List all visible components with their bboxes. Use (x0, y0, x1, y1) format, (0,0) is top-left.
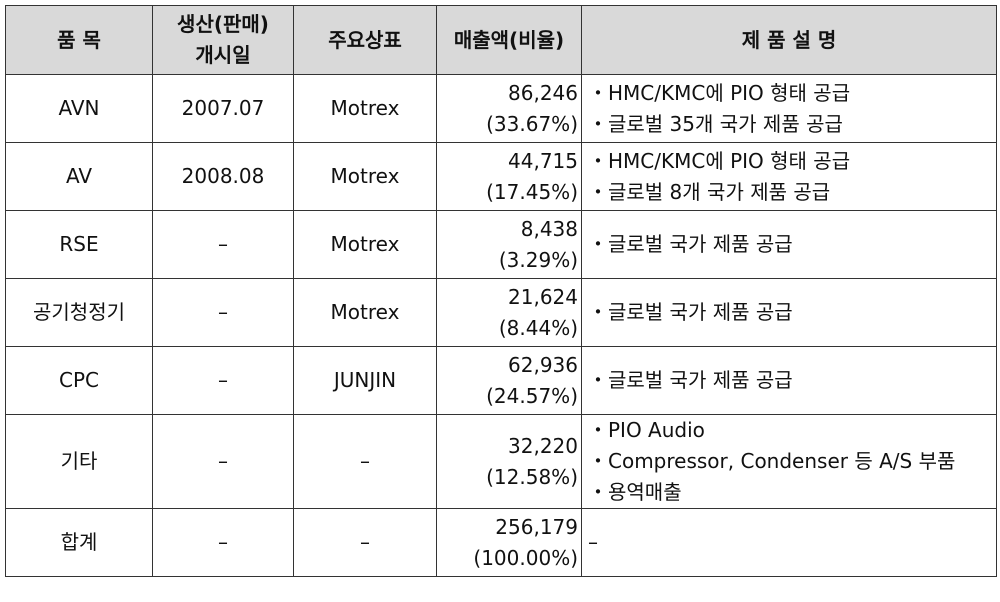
cell-description: 글로벌 국가 제품 공급 (581, 210, 997, 279)
cell-item: 기타 (5, 414, 153, 509)
header-description: 제 품 설 명 (581, 5, 997, 75)
cell-brand: Motrex (293, 210, 437, 279)
sales-amount: 21,624 (508, 284, 578, 309)
header-item: 품 목 (5, 5, 153, 75)
cell-description: HMC/KMC에 PIO 형태 공급글로벌 8개 국가 제품 공급 (581, 142, 997, 211)
total-description: – (581, 508, 997, 577)
cell-start-date: 2008.08 (152, 142, 294, 211)
description-line: HMC/KMC에 PIO 형태 공급 (588, 78, 992, 109)
table-row: 공기청정기–Motrex 21,624 (8.44%) 글로벌 국가 제품 공급 (5, 278, 997, 347)
table-row: RSE–Motrex 8,438 (3.29%) 글로벌 국가 제품 공급 (5, 210, 997, 279)
sales-ratio: (3.29%) (498, 247, 578, 272)
cell-sales: 8,438 (3.29%) (436, 210, 582, 279)
sales-amount: 32,220 (508, 433, 578, 458)
header-start-line1: 생산(판매) (177, 12, 269, 36)
description-line: 글로벌 국가 제품 공급 (588, 365, 992, 396)
cell-sales: 86,246 (33.67%) (436, 74, 582, 143)
cell-start-date: – (152, 346, 294, 415)
cell-item: AVN (5, 74, 153, 143)
cell-brand: Motrex (293, 74, 437, 143)
cell-start-date: – (152, 414, 294, 509)
cell-description: 글로벌 국가 제품 공급 (581, 278, 997, 347)
total-brand: – (293, 508, 437, 577)
description-line: HMC/KMC에 PIO 형태 공급 (588, 146, 992, 177)
header-start-line2: 개시일 (195, 43, 251, 67)
sales-ratio: (12.58%) (486, 464, 578, 489)
sales-ratio: (8.44%) (498, 315, 578, 340)
cell-description: PIO AudioCompressor, Condenser 등 A/S 부품용… (581, 414, 997, 509)
cell-start-date: 2007.07 (152, 74, 294, 143)
header-brand: 주요상표 (293, 5, 437, 75)
cell-brand: – (293, 414, 437, 509)
cell-item: AV (5, 142, 153, 211)
description-line: Compressor, Condenser 등 A/S 부품 (588, 446, 992, 477)
sales-amount: 44,715 (508, 148, 578, 173)
cell-start-date: – (152, 278, 294, 347)
sales-ratio: (17.45%) (486, 179, 578, 204)
sales-amount: 8,438 (520, 216, 578, 241)
cell-item: RSE (5, 210, 153, 279)
total-sales: 256,179 (100.00%) (436, 508, 582, 577)
description-line: PIO Audio (588, 415, 992, 446)
cell-sales: 21,624 (8.44%) (436, 278, 582, 347)
total-sales-amount: 256,179 (495, 514, 578, 539)
total-label: 합계 (5, 508, 153, 577)
cell-brand: Motrex (293, 142, 437, 211)
description-line: 용역매출 (588, 477, 992, 508)
cell-item: 공기청정기 (5, 278, 153, 347)
total-row: 합계 – –256,179 (100.00%) – (5, 508, 997, 577)
table-row: CPC–JUNJIN 62,936 (24.57%) 글로벌 국가 제품 공급 (5, 346, 997, 415)
cell-start-date: – (152, 210, 294, 279)
total-sales-ratio: (100.00%) (473, 545, 578, 570)
header-start-date: 생산(판매) 개시일 (152, 5, 294, 75)
table-row: 기타––32,220(12.58%)PIO AudioCompressor, C… (5, 414, 997, 509)
cell-sales: 62,936 (24.57%) (436, 346, 582, 415)
cell-brand: Motrex (293, 278, 437, 347)
cell-sales: 44,715 (17.45%) (436, 142, 582, 211)
total-start-date: – (152, 508, 294, 577)
description-line: 글로벌 국가 제품 공급 (588, 229, 992, 260)
cell-sales: 32,220 (12.58%) (436, 414, 582, 509)
description-line: 글로벌 국가 제품 공급 (588, 297, 992, 328)
sales-ratio: (24.57%) (486, 383, 578, 408)
sales-ratio: (33.67%) (486, 111, 578, 136)
description-line: 글로벌 35개 국가 제품 공급 (588, 109, 992, 140)
cell-item: CPC (5, 346, 153, 415)
cell-brand: JUNJIN (293, 346, 437, 415)
sales-amount: 62,936 (508, 352, 578, 377)
sales-amount: 86,246 (508, 80, 578, 105)
product-sales-table: 품 목 생산(판매) 개시일 주요상표 매출액(비율) 제 품 설 명 AVN 2… (5, 5, 997, 577)
description-line: 글로벌 8개 국가 제품 공급 (588, 177, 992, 208)
cell-description: HMC/KMC에 PIO 형태 공급글로벌 35개 국가 제품 공급 (581, 74, 997, 143)
header-sales: 매출액(비율) (436, 5, 582, 75)
header-row: 품 목 생산(판매) 개시일 주요상표 매출액(비율) 제 품 설 명 (5, 5, 997, 75)
cell-description: 글로벌 국가 제품 공급 (581, 346, 997, 415)
